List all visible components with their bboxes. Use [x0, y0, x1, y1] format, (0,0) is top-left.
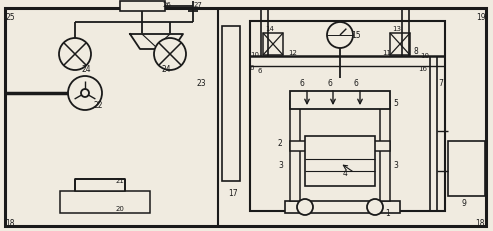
- Bar: [75, 179, 125, 191]
- Text: 10: 10: [250, 52, 259, 58]
- Text: 25: 25: [5, 12, 15, 21]
- Text: 22: 22: [93, 101, 103, 110]
- Circle shape: [154, 38, 186, 70]
- Polygon shape: [130, 34, 183, 49]
- Text: 6: 6: [353, 79, 358, 88]
- Bar: [290, 91, 390, 109]
- Text: 3: 3: [278, 161, 283, 170]
- Text: 4: 4: [343, 168, 348, 177]
- Circle shape: [297, 199, 313, 215]
- Text: 11: 11: [382, 50, 391, 56]
- Circle shape: [367, 199, 383, 215]
- Bar: [120, 1, 165, 11]
- Bar: [390, 33, 410, 55]
- Text: 6: 6: [327, 79, 332, 88]
- Bar: [290, 141, 390, 151]
- Bar: [380, 101, 390, 201]
- Bar: [263, 33, 283, 55]
- Circle shape: [59, 38, 91, 70]
- Text: 24: 24: [82, 64, 92, 73]
- Text: 18: 18: [5, 219, 14, 228]
- Text: 27: 27: [194, 2, 203, 8]
- Text: 6: 6: [300, 79, 305, 88]
- Bar: [290, 101, 300, 201]
- Text: 7: 7: [438, 79, 443, 88]
- Bar: [222, 26, 240, 181]
- Text: 24: 24: [162, 64, 172, 73]
- Bar: [448, 141, 485, 196]
- Bar: [305, 136, 375, 186]
- Bar: [60, 191, 150, 213]
- Circle shape: [68, 76, 102, 110]
- Text: 14: 14: [265, 26, 274, 32]
- Circle shape: [327, 22, 353, 48]
- Bar: [285, 201, 400, 213]
- Text: 26: 26: [163, 2, 172, 8]
- Text: 19: 19: [476, 12, 486, 21]
- Bar: [250, 21, 445, 211]
- Text: 6: 6: [257, 68, 261, 74]
- Text: 23: 23: [196, 79, 206, 88]
- Text: 1: 1: [385, 209, 390, 218]
- Circle shape: [81, 89, 89, 97]
- Text: 15: 15: [351, 30, 360, 40]
- Text: 3: 3: [393, 161, 398, 170]
- Text: 6: 6: [250, 65, 254, 71]
- Text: 21: 21: [116, 178, 125, 184]
- Text: 8: 8: [413, 46, 418, 55]
- Text: 9: 9: [462, 198, 467, 207]
- Text: 16: 16: [418, 66, 427, 72]
- Text: 20: 20: [116, 206, 125, 212]
- Text: 13: 13: [392, 26, 401, 32]
- Text: 18: 18: [475, 219, 485, 228]
- Text: 17: 17: [228, 188, 238, 198]
- Text: 2: 2: [278, 139, 283, 148]
- Text: 12: 12: [288, 50, 297, 56]
- Text: 10: 10: [420, 53, 429, 59]
- Text: 5: 5: [393, 98, 398, 107]
